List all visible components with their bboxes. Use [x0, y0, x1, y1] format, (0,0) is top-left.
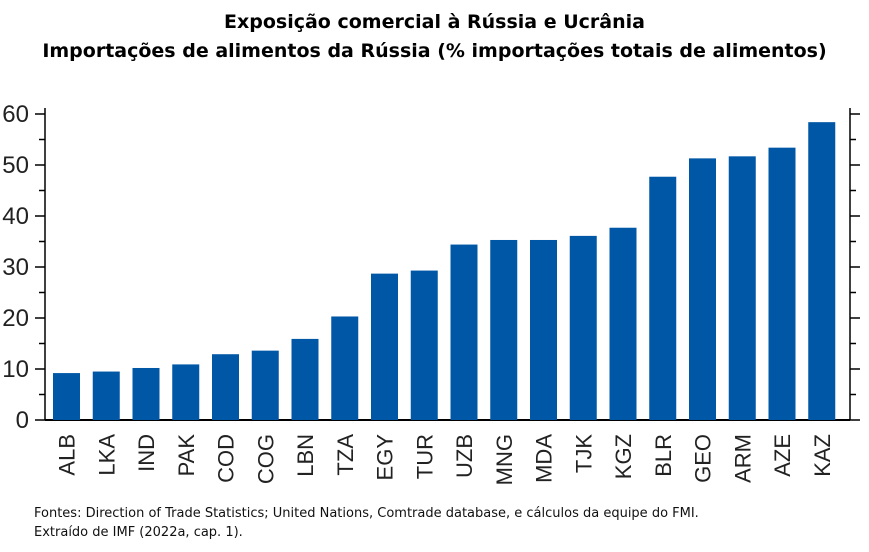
bar-pak	[172, 364, 200, 420]
x-tick-label: EGY	[373, 434, 398, 481]
chart-title: Exposição comercial à Rússia e Ucrânia	[224, 11, 645, 33]
bar-tjk	[569, 235, 597, 420]
bar-lka	[92, 371, 120, 420]
bar-mda	[530, 239, 557, 420]
x-tick-label: PAK	[174, 434, 199, 477]
x-tick-label: BLR	[651, 434, 676, 477]
x-tick-label: TJK	[571, 434, 596, 473]
x-tick-label: ARM	[730, 434, 755, 483]
x-tick-label: COD	[214, 434, 239, 483]
y-tick-label: 40	[2, 203, 29, 230]
bar-arm	[728, 156, 756, 420]
bar-uzb	[450, 244, 478, 420]
x-tick-label: KAZ	[810, 434, 835, 477]
x-tick-label: TUR	[412, 434, 437, 479]
bar-cog	[251, 350, 279, 420]
bar-alb	[53, 373, 80, 420]
x-tick-label: LKA	[94, 434, 119, 476]
bar-egy	[371, 273, 398, 420]
bar-tur	[410, 270, 438, 420]
x-tick-label: TZA	[333, 434, 358, 476]
y-tick-label: 0	[16, 407, 29, 434]
bar-kgz	[609, 227, 637, 420]
y-tick-label: 10	[2, 356, 29, 383]
x-tick-label: AZE	[770, 434, 795, 477]
bar-blr	[649, 176, 677, 420]
y-tick-label: 20	[2, 305, 29, 332]
bar-geo	[689, 158, 716, 420]
x-tick-label: ALB	[55, 434, 80, 476]
y-tick-label: 60	[2, 101, 29, 128]
citation-note: Extraído de IMF (2022a, cap. 1).	[34, 525, 243, 540]
source-note: Fontes: Direction of Trade Statistics; U…	[34, 506, 699, 521]
chart-subtitle: Importações de alimentos da Rússia (% im…	[42, 40, 827, 62]
x-tick-label: GEO	[691, 434, 716, 483]
y-tick-label: 50	[2, 152, 29, 179]
bar-chart: 0 10 20 30 40 50 60 ALB LKA IND PAK COD COG LBN TZA EGY…	[2, 101, 860, 485]
bar-aze	[768, 147, 796, 420]
bar-mng	[490, 239, 518, 420]
x-tick-label: UZB	[452, 434, 477, 478]
x-tick-label: KGZ	[611, 434, 636, 479]
x-tick-label: IND	[134, 434, 159, 472]
bar-ind	[132, 367, 160, 420]
x-tick-label: COG	[253, 434, 278, 484]
x-tick-label: MDA	[532, 434, 557, 483]
bar-cod	[212, 354, 239, 420]
bar-lbn	[291, 338, 319, 420]
bar-tza	[331, 316, 359, 420]
plot-area: 0 10 20 30 40 50 60 ALB LKA IND PAK COD COG LBN TZA EGY…	[2, 101, 860, 485]
x-tick-label: LBN	[293, 434, 318, 477]
x-tick-label: MNG	[492, 434, 517, 485]
bar-kaz	[808, 122, 836, 420]
y-tick-label: 30	[2, 254, 29, 281]
